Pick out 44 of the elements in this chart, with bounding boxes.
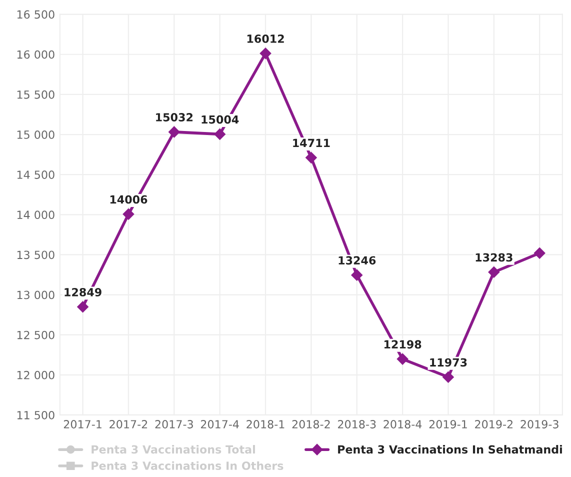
x-tick-label: 2017-3 xyxy=(155,420,193,428)
point xyxy=(396,353,408,365)
y-tick-label: 15 500 xyxy=(17,90,54,99)
data-label: 13246 xyxy=(338,256,376,265)
data-label: 13283 xyxy=(476,253,512,262)
data-label: 15004 xyxy=(202,115,239,124)
x-tick-label: 2019-3 xyxy=(520,420,558,428)
data-label: 12198 xyxy=(384,340,422,349)
y-tick-label: 13 500 xyxy=(17,250,54,260)
y-tick-label: 12 000 xyxy=(17,370,54,380)
data-label: 11973 xyxy=(430,358,467,367)
point xyxy=(122,208,134,220)
data-label: 14711 xyxy=(293,138,330,148)
point xyxy=(442,371,454,383)
point xyxy=(488,266,500,278)
point xyxy=(77,301,88,312)
x-tick-label: 2017-1 xyxy=(64,420,102,428)
legend-label: Penta 3 Vaccinations In Sehatmandi xyxy=(338,445,562,454)
point xyxy=(168,126,180,138)
point xyxy=(214,128,226,140)
point xyxy=(534,248,546,259)
y-tick-label: 16 500 xyxy=(17,10,54,19)
point xyxy=(306,152,317,164)
x-tick-label: 2018-2 xyxy=(292,420,330,428)
y-tick-label: 13 000 xyxy=(17,290,54,300)
point xyxy=(351,269,362,281)
y-tick-label: 11 500 xyxy=(17,410,54,420)
data-label: 15032 xyxy=(156,113,193,122)
y-tick-label: 15 000 xyxy=(17,130,54,139)
x-tick-label: 2017-2 xyxy=(110,420,148,428)
data-label: 16012 xyxy=(247,34,284,43)
x-tick-label: 2017-4 xyxy=(200,420,239,428)
x-tick-label: 2019-2 xyxy=(475,420,512,428)
x-tick-label: 2018-4 xyxy=(384,420,422,428)
y-tick-label: 14 000 xyxy=(17,210,54,220)
y-tick-label: 12 500 xyxy=(17,330,54,340)
x-tick-label: 2018-1 xyxy=(246,420,284,428)
y-tick-label: 16 000 xyxy=(17,50,54,59)
y-tick-label: 14 500 xyxy=(17,170,54,179)
point xyxy=(260,48,272,60)
x-tick-label: 2019-1 xyxy=(429,420,467,428)
data-label: 14006 xyxy=(110,195,148,204)
x-tick-label: 2018-3 xyxy=(338,420,376,428)
data-label: 12849 xyxy=(64,288,102,296)
